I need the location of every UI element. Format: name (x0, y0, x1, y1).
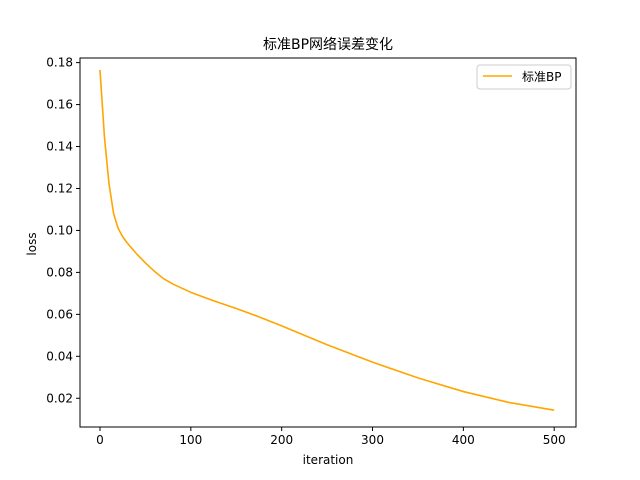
x-tick-label: 300 (361, 433, 384, 447)
y-tick-label: 0.06 (46, 307, 73, 321)
y-tick-label: 0.14 (46, 140, 73, 154)
y-tick-label: 0.18 (46, 56, 73, 70)
y-tick-label: 0.04 (46, 349, 73, 363)
y-tick-label: 0.10 (46, 223, 73, 237)
plot-area: 0 100 200 300 400 500 0.02 0.04 0.06 0.08 0.10 0.12… (46, 56, 577, 447)
x-tick-label: 500 (543, 433, 566, 447)
series-line (99, 69, 555, 412)
y-tick-label: 0.08 (46, 265, 73, 279)
y-tick-label: 0.02 (46, 391, 73, 405)
x-tick-label: 200 (270, 433, 293, 447)
x-tick-label: 100 (179, 433, 202, 447)
y-axis-label: loss (25, 232, 39, 255)
legend-label: 标准BP (522, 70, 561, 84)
y-tick-label: 0.12 (46, 181, 73, 195)
x-axis-label: iteration (303, 453, 354, 467)
y-tick-label: 0.16 (46, 98, 73, 112)
x-tick-label: 400 (452, 433, 475, 447)
chart-title: 标准BP网络误差变化 (263, 37, 393, 53)
legend-box (476, 64, 572, 90)
legend: 标准BP (476, 64, 572, 90)
x-tick-label: 0 (96, 433, 104, 447)
axes-frame (79, 57, 577, 428)
